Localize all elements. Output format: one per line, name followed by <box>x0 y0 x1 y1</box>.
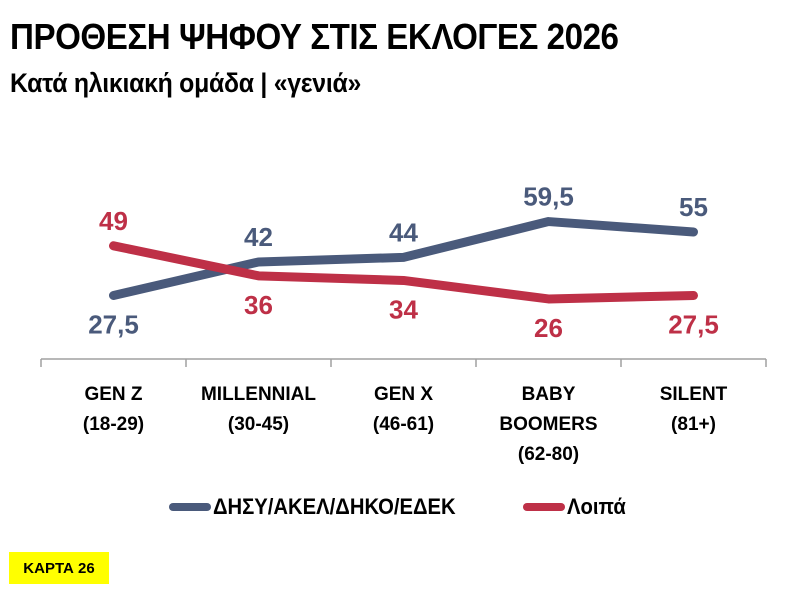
category-label: (30-45) <box>228 414 289 435</box>
category-label: (62-80) <box>518 444 579 465</box>
series-line-2 <box>109 241 698 304</box>
chart-subtitle: Κατά ηλικιακή ομάδα | «γενιά» <box>10 68 361 98</box>
category-label: (18-29) <box>83 414 144 435</box>
category-label: BABY <box>522 384 576 405</box>
data-label: 49 <box>99 206 128 236</box>
data-label: 26 <box>534 313 563 343</box>
series-line-1 <box>109 217 698 300</box>
chart-title: ΠΡΟΘΕΣΗ ΨΗΦΟΥ ΣΤΙΣ ΕΚΛΟΓΕΣ 2026 <box>10 16 619 57</box>
category-labels: GEN Z (18-29) MILLENNIAL (30-45) GEN X (46-61… <box>83 384 728 465</box>
series-lines <box>109 217 698 304</box>
legend-item-series1: ΔΗΣΥ/ΑΚΕΛ/ΔΗΚΟ/ΕΔΕΚ <box>169 494 477 520</box>
legend-swatch-series2 <box>522 503 565 511</box>
legend-label: ΔΗΣΥ/ΑΚΕΛ/ΔΗΚΟ/ΕΔΕΚ <box>213 494 456 519</box>
x-axis <box>40 358 767 367</box>
category-label: SILENT <box>660 384 728 405</box>
data-label: 27,5 <box>668 309 719 339</box>
card-number-badge: ΚΑΡΤΑ 26 <box>9 552 109 584</box>
data-labels: 27,5 42 44 59,5 55 49 36 34 26 27,5 <box>88 182 719 343</box>
data-label: 44 <box>389 217 418 247</box>
category-label: GEN Z <box>84 384 142 405</box>
legend: ΔΗΣΥ/ΑΚΕΛ/ΔΗΚΟ/ΕΔΕΚ Λοιπά <box>0 494 800 520</box>
category-label: GEN X <box>374 384 433 405</box>
category-label: (46-61) <box>373 414 434 435</box>
category-label: BOOMERS <box>499 414 597 435</box>
category-label: MILLENNIAL <box>201 384 316 405</box>
data-label: 42 <box>244 222 273 252</box>
legend-label: Λοιπά <box>566 494 626 519</box>
data-label: 34 <box>389 294 418 324</box>
data-label: 59,5 <box>523 182 574 212</box>
category-label: (81+) <box>671 414 716 435</box>
legend-swatch-series1 <box>169 503 212 511</box>
data-label: 36 <box>244 290 273 320</box>
legend-item-series2: Λοιπά <box>522 494 631 520</box>
data-label: 55 <box>679 192 708 222</box>
data-label: 27,5 <box>88 309 139 339</box>
